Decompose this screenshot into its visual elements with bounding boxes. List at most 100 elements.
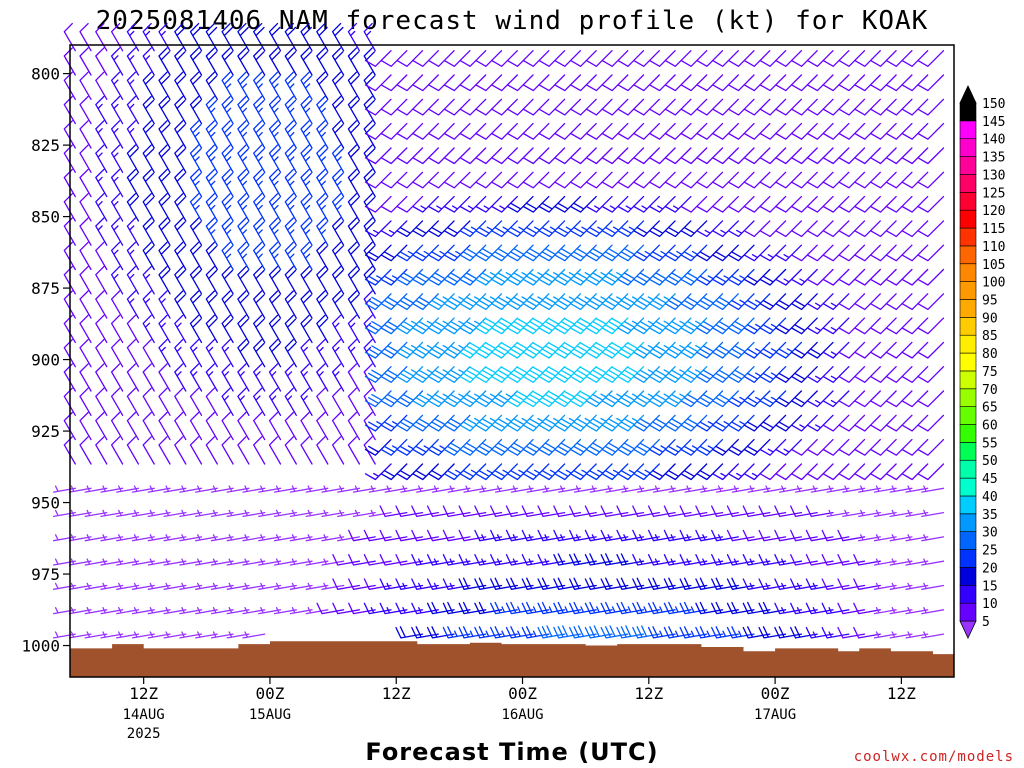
wind-barb — [380, 414, 408, 432]
wind-barb — [885, 195, 913, 213]
wind-barb — [917, 195, 945, 213]
wind-barb — [380, 74, 408, 92]
wind-barb — [822, 220, 850, 238]
wind-barb — [395, 626, 424, 639]
colorbar-label: 60 — [982, 419, 998, 434]
wind-barb — [475, 414, 503, 432]
wind-barb — [52, 558, 76, 566]
wind-barb — [700, 485, 724, 493]
colorbar-label: 130 — [982, 168, 1005, 183]
wind-barb — [680, 463, 708, 481]
wind-barb — [442, 554, 471, 566]
wind-barb — [873, 485, 897, 493]
wind-barb — [126, 120, 140, 149]
wind-barb — [870, 98, 897, 116]
wind-barb — [616, 505, 645, 518]
wind-barb — [316, 47, 329, 76]
wind-barb — [901, 438, 929, 456]
wind-barb — [52, 485, 76, 493]
wind-barb — [726, 577, 755, 590]
wind-barb — [505, 529, 534, 542]
wind-barb — [396, 268, 424, 286]
wind-barb — [727, 366, 755, 383]
wind-barb — [506, 366, 534, 383]
wind-barb — [459, 122, 487, 140]
wind-barb — [649, 147, 676, 165]
wind-barb — [364, 50, 392, 67]
wind-barb — [179, 558, 203, 566]
wind-barb — [601, 268, 629, 286]
wind-barb — [743, 317, 771, 335]
wind-barb — [838, 171, 866, 189]
wind-barb — [284, 363, 297, 392]
wind-barb — [84, 485, 108, 493]
wind-barb — [806, 147, 834, 165]
wind-barb — [443, 195, 471, 213]
wind-barb — [147, 582, 171, 590]
wind-barb — [253, 241, 266, 271]
wind-barb — [712, 317, 739, 335]
wind-barb — [289, 509, 313, 518]
wind-barb — [305, 485, 329, 493]
wind-barb — [601, 122, 629, 140]
wind-barb — [205, 387, 218, 416]
wind-barb — [921, 607, 945, 615]
wind-barb — [459, 244, 487, 262]
wind-barb — [806, 74, 834, 92]
wind-barb — [747, 485, 771, 493]
wind-barb — [131, 582, 155, 590]
wind-barb — [570, 50, 597, 67]
wind-barb — [68, 607, 92, 615]
wind-barb — [443, 50, 471, 67]
wind-barb — [838, 147, 866, 165]
wind-barb — [491, 122, 518, 140]
wind-barb — [237, 217, 250, 246]
wind-barb — [680, 390, 708, 408]
wind-barb — [791, 171, 818, 189]
wind-barb — [68, 485, 92, 493]
wind-barb — [854, 98, 881, 116]
wind-barb — [158, 168, 171, 198]
colorbar-over-arrow — [959, 85, 977, 104]
wind-barb — [253, 120, 266, 149]
wind-barb — [189, 47, 203, 76]
wind-barb — [554, 195, 582, 213]
wind-barb — [822, 390, 850, 408]
wind-barb — [759, 438, 787, 456]
wind-barb — [617, 366, 645, 383]
wind-barb — [284, 47, 297, 76]
wind-barb — [116, 607, 140, 615]
wind-barb — [712, 98, 739, 116]
wind-barb — [475, 147, 503, 165]
wind-barb — [664, 50, 692, 67]
wind-barb — [822, 438, 850, 456]
wind-barb — [428, 74, 455, 92]
wind-barb — [901, 122, 929, 140]
wind-barb — [428, 390, 455, 408]
wind-barb — [633, 414, 660, 432]
wind-barb — [116, 534, 140, 542]
wind-barb — [632, 554, 660, 566]
wind-barb — [854, 293, 881, 311]
wind-barb — [142, 71, 155, 100]
wind-barb — [126, 436, 140, 465]
wind-barb — [858, 509, 881, 518]
wind-barb — [570, 147, 597, 165]
wind-barb — [221, 387, 234, 416]
wind-barb — [758, 578, 787, 590]
wind-barb — [189, 436, 203, 465]
wind-barb — [538, 244, 566, 262]
wind-barb — [601, 390, 629, 408]
wind-barb — [411, 626, 439, 639]
wind-barb — [396, 463, 424, 481]
colorbar-label: 90 — [982, 311, 998, 326]
wind-barb — [585, 414, 613, 432]
colorbar-swatch — [959, 138, 977, 157]
wind-barb — [633, 220, 660, 238]
wind-barb — [775, 74, 803, 92]
wind-barb — [791, 195, 818, 213]
wind-barb — [147, 631, 171, 639]
wind-barb — [885, 50, 913, 67]
y-tick-label: 850 — [31, 208, 60, 227]
wind-barb — [712, 50, 739, 67]
